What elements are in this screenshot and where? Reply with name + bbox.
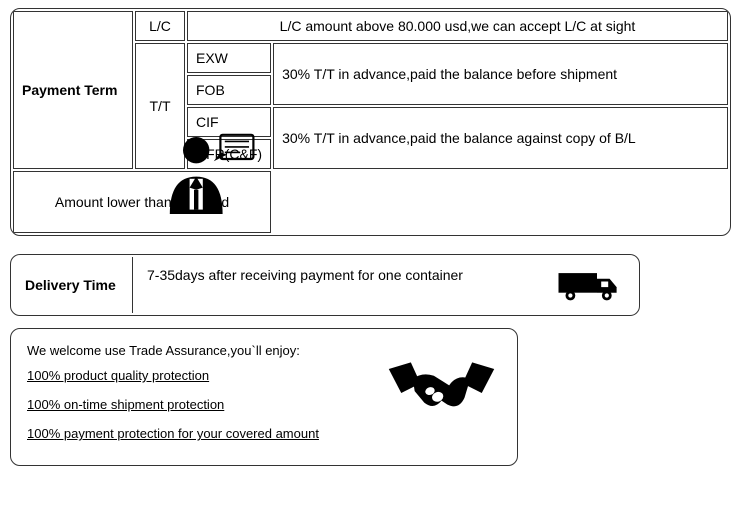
- tt-advance-description: 30% T/T in advance,paid the balance befo…: [273, 43, 728, 105]
- assurance-link-shipment[interactable]: 100% on-time shipment protection: [27, 397, 224, 412]
- amount-lower-cell: Amount lower than 4000usd: [13, 171, 271, 233]
- lc-description: L/C amount above 80.000 usd,we can accep…: [187, 11, 728, 41]
- lc-code: L/C: [135, 11, 185, 41]
- term-exw: EXW: [187, 43, 271, 73]
- assurance-link-payment[interactable]: 100% payment protection for your covered…: [27, 426, 319, 441]
- delivery-time-description: 7-35days after receiving payment for one…: [147, 267, 463, 283]
- trade-assurance-box: We welcome use Trade Assurance,you`ll en…: [10, 328, 518, 466]
- tt-bl-description: 30% T/T in advance,paid the balance agai…: [273, 107, 728, 169]
- payment-term-label: Payment Term: [13, 11, 133, 169]
- delivery-time-table: Delivery Time 7-35days after receiving p…: [10, 254, 640, 316]
- delivery-time-cell: 7-35days after receiving payment for one…: [135, 257, 637, 313]
- delivery-time-label: Delivery Time: [13, 257, 133, 313]
- payment-term-table: Payment Term L/C L/C amount above 80.000…: [10, 8, 731, 236]
- businessman-icon: [150, 126, 260, 236]
- assurance-link-quality[interactable]: 100% product quality protection: [27, 368, 209, 383]
- truck-icon: [555, 267, 625, 303]
- term-fob: FOB: [187, 75, 271, 105]
- handshake-icon: [384, 343, 499, 443]
